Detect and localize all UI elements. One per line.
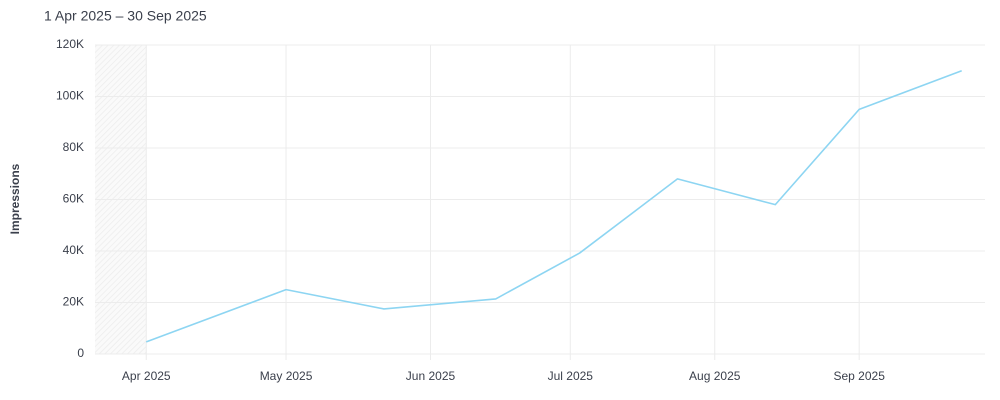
y-tick-label: 80K bbox=[63, 140, 84, 154]
y-tick-label: 60K bbox=[63, 192, 84, 206]
y-tick-label: 20K bbox=[63, 295, 84, 309]
y-tick-label: 40K bbox=[63, 243, 84, 257]
x-tick-label: Apr 2025 bbox=[122, 369, 171, 383]
y-tick-label: 120K bbox=[56, 37, 84, 51]
chart-title: 1 Apr 2025 – 30 Sep 2025 bbox=[44, 8, 207, 24]
x-tick-label: Jul 2025 bbox=[548, 369, 594, 383]
y-tick-label: 0 bbox=[77, 346, 84, 360]
x-tick-label: Sep 2025 bbox=[833, 369, 885, 383]
y-axis-label: Impressions bbox=[8, 163, 22, 234]
x-tick-label: Jun 2025 bbox=[406, 369, 456, 383]
y-tick-label: 100K bbox=[56, 89, 84, 103]
x-tick-label: May 2025 bbox=[260, 369, 313, 383]
data-line bbox=[145, 70, 962, 343]
x-tick-label: Aug 2025 bbox=[689, 369, 741, 383]
